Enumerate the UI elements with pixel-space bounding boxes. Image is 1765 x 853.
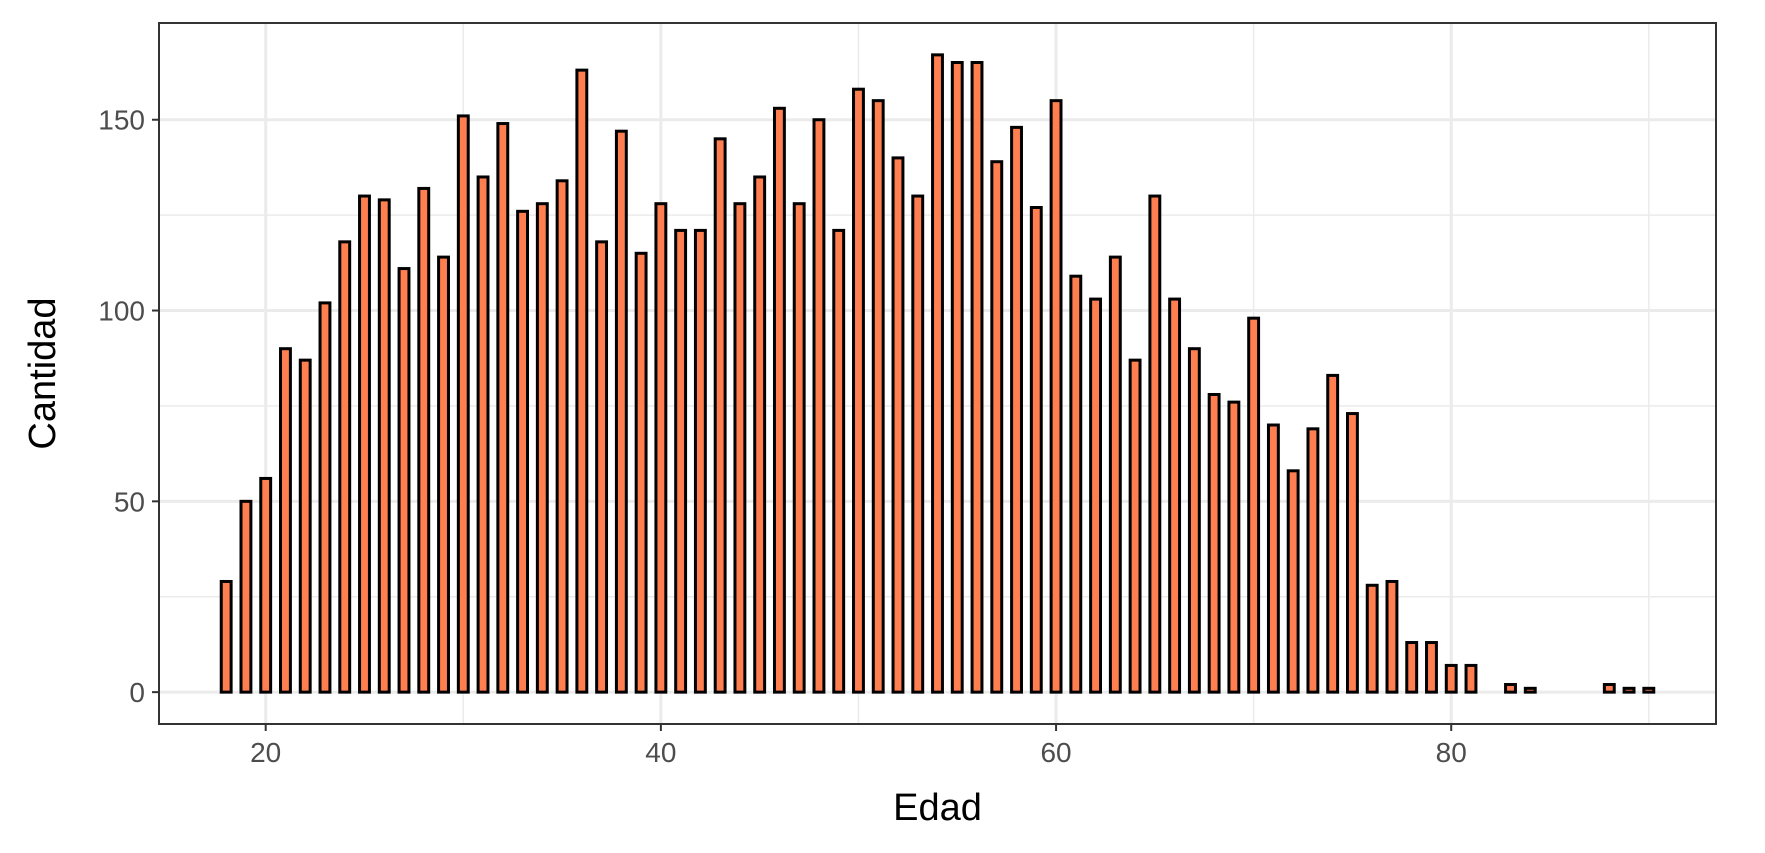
histogram-bar bbox=[812, 118, 826, 694]
histogram-bar bbox=[496, 122, 510, 694]
y-tick-label: 150 bbox=[98, 105, 145, 136]
histogram-bar bbox=[358, 194, 371, 694]
histogram-bar bbox=[753, 175, 767, 694]
histogram-bar bbox=[1642, 686, 1656, 694]
histogram-bar bbox=[614, 129, 628, 694]
y-tick-label: 0 bbox=[129, 677, 145, 708]
x-tick-label: 40 bbox=[645, 737, 676, 768]
histogram-bar bbox=[259, 476, 273, 694]
histogram-bar bbox=[516, 209, 530, 694]
histogram-bar bbox=[575, 68, 589, 694]
histogram-bar bbox=[852, 87, 865, 694]
histogram-bar bbox=[1523, 686, 1537, 694]
histogram-bar bbox=[417, 186, 431, 694]
histogram-bar bbox=[1345, 412, 1359, 694]
histogram-bar bbox=[476, 175, 490, 694]
histogram-bar bbox=[377, 198, 391, 694]
histogram-bar bbox=[950, 60, 964, 694]
histogram-bar bbox=[595, 240, 609, 694]
histogram-bar bbox=[911, 194, 925, 694]
histogram-bar bbox=[871, 99, 885, 694]
histogram-bar bbox=[654, 202, 668, 694]
histogram-bar bbox=[1029, 206, 1043, 694]
histogram-bar bbox=[397, 267, 411, 694]
histogram-bar bbox=[1622, 686, 1636, 694]
x-tick-label: 60 bbox=[1040, 737, 1071, 768]
x-tick-label: 20 bbox=[250, 737, 281, 768]
histogram-bar bbox=[318, 301, 332, 694]
histogram-bar bbox=[298, 358, 312, 694]
histogram-bar bbox=[713, 137, 727, 694]
histogram-bar bbox=[970, 60, 984, 694]
histogram-bar bbox=[1010, 125, 1023, 694]
histogram-bar bbox=[535, 202, 549, 694]
histogram-bar bbox=[990, 160, 1004, 694]
y-tick-label: 100 bbox=[98, 296, 145, 327]
histogram-bar bbox=[555, 179, 569, 694]
histogram-bar bbox=[1306, 427, 1320, 694]
histogram-bar bbox=[693, 228, 707, 694]
histogram-bar bbox=[634, 251, 648, 694]
histogram-bar bbox=[1128, 358, 1142, 694]
histogram-bar bbox=[1247, 316, 1261, 694]
histogram-bar bbox=[1069, 274, 1083, 694]
histogram-bar bbox=[437, 255, 450, 694]
histogram-bar bbox=[1444, 663, 1458, 694]
histogram-bar bbox=[1385, 579, 1399, 694]
y-axis-ticks: 0 50 100 150 bbox=[98, 105, 159, 708]
histogram-bar bbox=[456, 114, 470, 694]
histogram-bar bbox=[1108, 255, 1122, 694]
x-axis-title: Edad bbox=[893, 787, 982, 829]
x-axis-ticks: 20 40 60 80 bbox=[250, 724, 1467, 768]
histogram-bar bbox=[674, 228, 688, 694]
y-tick-label: 50 bbox=[114, 486, 145, 517]
histogram-bar bbox=[1227, 400, 1241, 694]
histogram-bar bbox=[772, 106, 786, 694]
x-tick-label: 80 bbox=[1436, 737, 1467, 768]
histogram-bar bbox=[1266, 423, 1280, 694]
histogram-bar bbox=[219, 579, 233, 694]
histogram-bar bbox=[1049, 99, 1063, 694]
histogram-bar bbox=[931, 53, 944, 694]
histogram-bar bbox=[1187, 347, 1201, 694]
histogram-bar bbox=[1504, 683, 1517, 694]
histogram-bar bbox=[1425, 641, 1438, 694]
histogram-bar bbox=[1365, 583, 1379, 694]
histogram-bar bbox=[1326, 373, 1340, 694]
histogram-bar bbox=[1148, 194, 1162, 694]
histogram-bar bbox=[792, 202, 806, 694]
histogram-bar bbox=[338, 240, 352, 694]
histogram-bar bbox=[1286, 469, 1300, 694]
histogram-bar bbox=[832, 228, 846, 694]
histogram-bar bbox=[1602, 683, 1616, 694]
histogram-bar bbox=[891, 156, 905, 694]
y-axis-title: Cantidad bbox=[22, 297, 64, 449]
histogram-bar bbox=[1089, 297, 1103, 694]
histogram-bar bbox=[1405, 641, 1419, 694]
histogram-bar bbox=[1464, 663, 1478, 694]
panel-border bbox=[158, 22, 1717, 725]
histogram-bar bbox=[1168, 297, 1182, 694]
histogram-bar bbox=[733, 202, 747, 694]
histogram-bar bbox=[279, 347, 292, 694]
histogram-bar bbox=[1207, 392, 1221, 694]
histogram-bar bbox=[239, 499, 253, 694]
bars-group bbox=[219, 53, 1656, 694]
